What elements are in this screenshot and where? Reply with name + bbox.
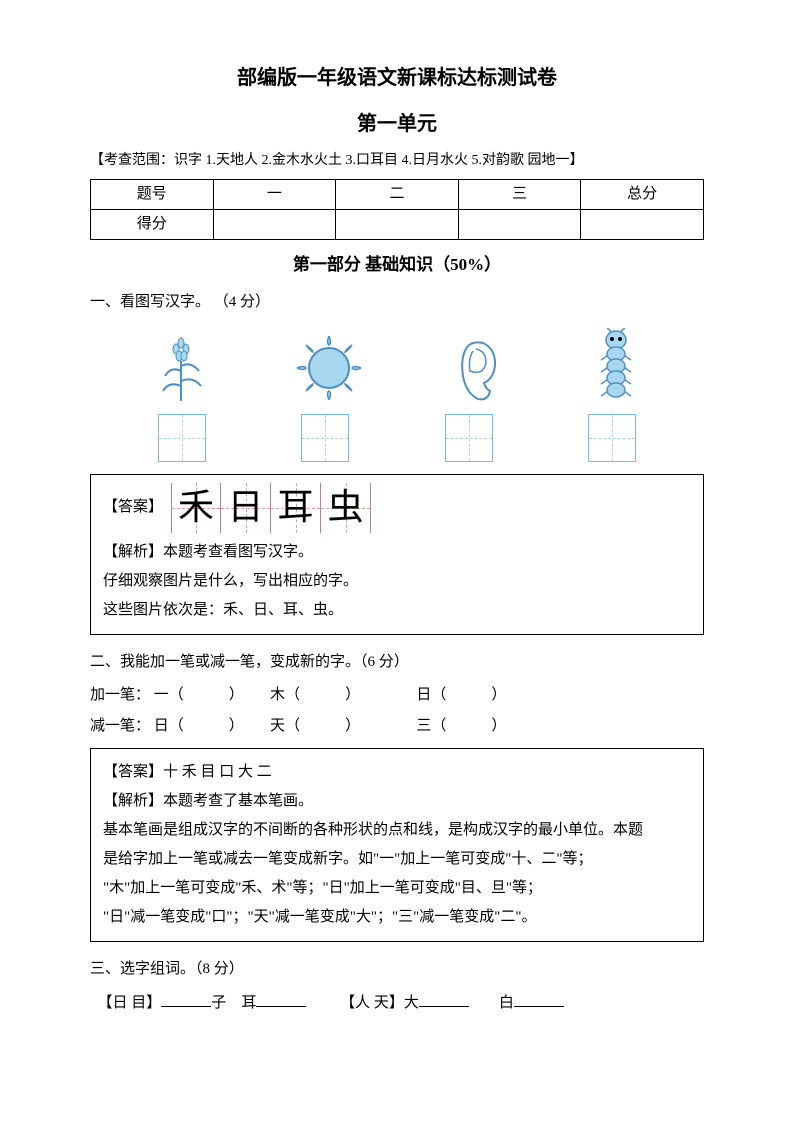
answer-label: 【答案】 [103, 494, 163, 521]
analysis-text: 基本笔画是组成汉字的不间断的各种形状的点和线，是构成汉字的最小单位。本题 [103, 817, 691, 844]
q2-title: 二、我能加一笔或减一笔，变成新的字。（6 分） [90, 649, 704, 676]
header-cell: 一 [213, 180, 336, 210]
rice-plant-icon [151, 331, 211, 406]
header-cell: 三 [458, 180, 581, 210]
score-cell [213, 210, 336, 240]
analysis-label: 【解析】本题考查了基本笔画。 [103, 788, 691, 815]
image-row [90, 326, 704, 406]
score-table: 题号 一 二 三 总分 得分 [90, 179, 704, 240]
header-cell: 题号 [91, 180, 214, 210]
answer-chars: 禾 日 耳 虫 [171, 483, 371, 533]
answer-char: 禾 [171, 483, 221, 533]
q1-answer-box: 【答案】 禾 日 耳 虫 【解析】本题考查看图写汉字。 仔细观察图片是什么，写出… [90, 474, 704, 635]
q2-add-line: 加一笔： 一（ ） 木（ ） 日（ ） [90, 682, 704, 709]
ear-icon [448, 331, 508, 406]
answer-text: 【答案】十 禾 目 口 大 二 [103, 759, 691, 786]
answer-char: 耳 [271, 483, 321, 533]
bug-icon [589, 326, 644, 406]
answer-char: 虫 [321, 483, 371, 533]
analysis-text: "日"减一笔变成"口"；"天"减一笔变成"大"；"三"减一笔变成"二"。 [103, 904, 691, 931]
analysis-text: 这些图片依次是：禾、日、耳、虫。 [103, 597, 691, 624]
answer-char: 日 [221, 483, 271, 533]
analysis-text: 仔细观察图片是什么，写出相应的字。 [103, 568, 691, 595]
blank [419, 989, 469, 1007]
q3-line: 【日 目】子 耳 【人 天】大 白 [90, 989, 704, 1017]
blank [256, 989, 306, 1007]
sun-icon [292, 331, 367, 406]
analysis-label: 【解析】本题考查看图写汉字。 [103, 539, 691, 566]
blank [514, 989, 564, 1007]
q3-title: 三、选字组词。（8 分） [90, 956, 704, 983]
tian-box [301, 414, 349, 462]
score-label-cell: 得分 [91, 210, 214, 240]
q1-title: 一、看图写汉字。 （4 分） [90, 289, 704, 316]
section-title: 第一部分 基础知识（50%） [90, 250, 704, 281]
analysis-text: 是给字加上一笔或减去一笔变成新字。如"一"加上一笔可变成"十、二"等； [103, 846, 691, 873]
score-cell [336, 210, 459, 240]
tian-boxes-row [90, 414, 704, 462]
scope-line: 【考查范围：识字 1.天地人 2.金木水火土 3.口耳目 4.日月水火 5.对韵… [90, 148, 704, 173]
header-cell: 总分 [581, 180, 704, 210]
score-cell [458, 210, 581, 240]
score-cell [581, 210, 704, 240]
analysis-text: "木"加上一笔可变成"禾、术"等；"日"加上一笔可变成"目、旦"等； [103, 875, 691, 902]
tian-box [588, 414, 636, 462]
main-title: 部编版一年级语文新课标达标测试卷 [90, 60, 704, 96]
blank [161, 989, 211, 1007]
tian-box [445, 414, 493, 462]
tian-box [158, 414, 206, 462]
q2-sub-line: 减一笔： 日（ ） 天（ ） 三（ ） [90, 713, 704, 740]
sub-title: 第一单元 [90, 106, 704, 142]
header-cell: 二 [336, 180, 459, 210]
q2-answer-box: 【答案】十 禾 目 口 大 二 【解析】本题考查了基本笔画。 基本笔画是组成汉字… [90, 748, 704, 942]
